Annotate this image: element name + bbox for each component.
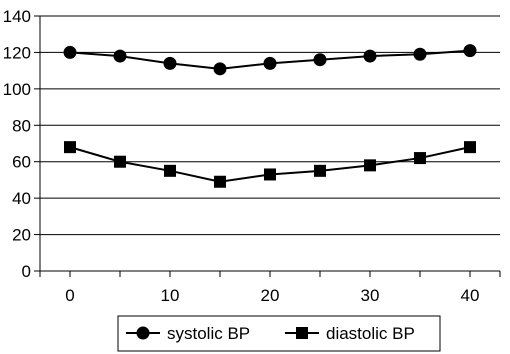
y-tick-label: 20 xyxy=(12,226,31,245)
legend-marker-diastolic xyxy=(296,327,308,339)
tick-labels: 0 20 40 60 80 100 120 140 0 10 20 30 40 xyxy=(3,7,480,305)
x-tick-label: 0 xyxy=(65,286,74,305)
data-point-systolic xyxy=(163,56,177,70)
legend-box xyxy=(117,315,441,352)
legend-marker-systolic xyxy=(136,326,150,340)
x-tick-label: 10 xyxy=(161,286,180,305)
x-tick-label: 40 xyxy=(461,286,480,305)
data-point-systolic xyxy=(113,49,127,63)
data-series xyxy=(63,44,477,188)
data-point-diastolic xyxy=(414,152,426,165)
data-point-diastolic xyxy=(364,159,376,172)
y-tick-label: 60 xyxy=(12,153,31,172)
y-tick-label: 140 xyxy=(3,7,31,26)
y-tick-label: 100 xyxy=(3,80,31,99)
data-point-diastolic xyxy=(314,164,326,177)
x-tick-label: 20 xyxy=(261,286,280,305)
legend-label-diastolic: diastolic BP xyxy=(326,324,415,343)
data-point-diastolic xyxy=(164,164,176,177)
x-tick-label: 30 xyxy=(361,286,380,305)
data-point-diastolic xyxy=(264,168,276,181)
data-point-systolic xyxy=(313,53,327,67)
data-point-systolic xyxy=(463,44,477,58)
legend: systolic BP diastolic BP xyxy=(117,315,441,352)
y-tick-label: 120 xyxy=(3,43,31,62)
data-point-systolic xyxy=(213,62,227,76)
data-point-systolic xyxy=(413,47,427,61)
data-point-systolic xyxy=(363,49,377,63)
y-tick-label: 0 xyxy=(22,262,31,281)
data-point-diastolic xyxy=(64,141,76,154)
data-point-diastolic xyxy=(114,155,126,168)
data-point-diastolic xyxy=(464,141,476,154)
y-tick-label: 80 xyxy=(12,116,31,135)
data-point-systolic xyxy=(63,45,77,59)
y-tick-label: 40 xyxy=(12,189,31,208)
data-point-diastolic xyxy=(214,175,226,188)
legend-label-systolic: systolic BP xyxy=(167,324,250,343)
data-point-systolic xyxy=(263,56,277,70)
axes xyxy=(34,15,501,277)
